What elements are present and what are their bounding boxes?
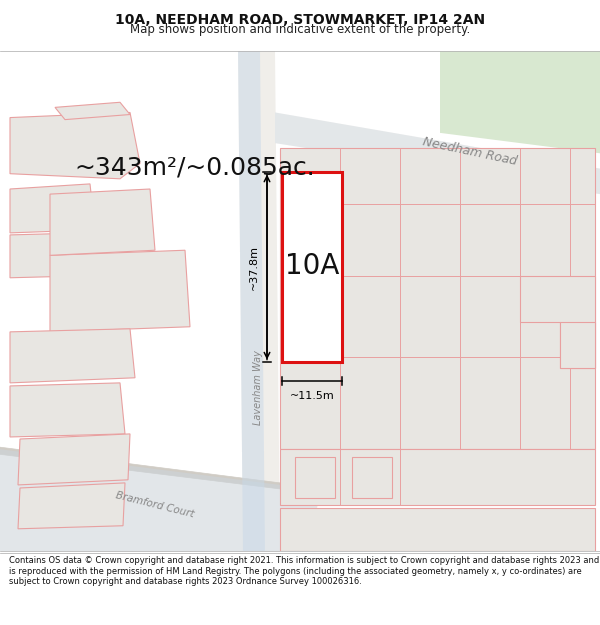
Polygon shape <box>10 112 140 179</box>
Polygon shape <box>0 447 322 494</box>
Polygon shape <box>10 383 125 437</box>
Polygon shape <box>280 148 595 449</box>
Polygon shape <box>238 51 280 551</box>
Polygon shape <box>50 189 155 256</box>
Text: 10A, NEEDHAM ROAD, STOWMARKET, IP14 2AN: 10A, NEEDHAM ROAD, STOWMARKET, IP14 2AN <box>115 12 485 27</box>
Polygon shape <box>520 276 595 368</box>
Polygon shape <box>10 233 88 278</box>
Polygon shape <box>10 329 135 383</box>
Polygon shape <box>50 250 190 332</box>
Polygon shape <box>560 322 595 368</box>
Polygon shape <box>18 483 125 529</box>
Polygon shape <box>10 184 95 233</box>
Text: Lavenham Way: Lavenham Way <box>253 351 263 426</box>
Text: Map shows position and indicative extent of the property.: Map shows position and indicative extent… <box>130 23 470 36</box>
Polygon shape <box>295 458 335 498</box>
Polygon shape <box>282 172 342 362</box>
Text: ~11.5m: ~11.5m <box>290 391 334 401</box>
Polygon shape <box>275 112 600 194</box>
Text: Needham Road: Needham Road <box>422 135 518 168</box>
Polygon shape <box>352 458 392 498</box>
Polygon shape <box>0 449 320 551</box>
Polygon shape <box>238 51 265 551</box>
Polygon shape <box>280 449 595 506</box>
Polygon shape <box>18 434 130 485</box>
Polygon shape <box>280 508 595 551</box>
Polygon shape <box>275 112 600 194</box>
Text: ~37.8m: ~37.8m <box>249 244 259 289</box>
Text: Bramford Court: Bramford Court <box>115 491 196 520</box>
Polygon shape <box>55 102 130 119</box>
Text: 10A: 10A <box>285 251 339 279</box>
Polygon shape <box>440 51 600 153</box>
Text: Contains OS data © Crown copyright and database right 2021. This information is : Contains OS data © Crown copyright and d… <box>9 556 599 586</box>
Text: ~343m²/~0.085ac.: ~343m²/~0.085ac. <box>74 156 316 179</box>
Polygon shape <box>0 449 320 551</box>
